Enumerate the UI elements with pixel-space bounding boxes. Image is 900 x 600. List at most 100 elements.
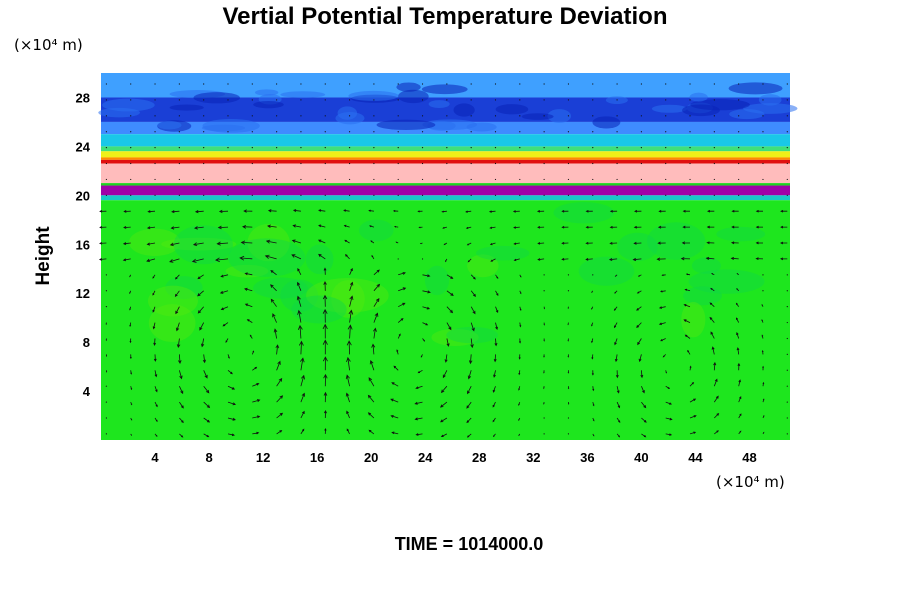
vector-dot-599 bbox=[567, 115, 570, 117]
wind-arrow-39 bbox=[346, 410, 350, 419]
wind-arrow-421 bbox=[465, 210, 472, 213]
wind-arrow-218 bbox=[470, 322, 475, 332]
wind-arrow-350 bbox=[146, 242, 156, 246]
wind-arrow-245 bbox=[422, 306, 431, 310]
vector-dot-506 bbox=[421, 162, 424, 165]
wind-arrow-415 bbox=[318, 209, 326, 212]
vector-dot-533 bbox=[373, 147, 375, 149]
wind-arrow-82 bbox=[689, 398, 697, 403]
wind-arrow-146 bbox=[129, 354, 132, 360]
vector-dot-588 bbox=[300, 115, 302, 117]
layer-band-12 bbox=[101, 200, 790, 440]
wind-arrow-314 bbox=[685, 273, 691, 276]
vector-dot-503 bbox=[348, 162, 351, 165]
wind-arrow-157 bbox=[396, 349, 399, 355]
wind-arrow-422 bbox=[488, 210, 496, 213]
vector-dot-621 bbox=[397, 99, 399, 101]
wind-arrow-393 bbox=[489, 226, 496, 229]
vector-dot-611 bbox=[154, 99, 156, 101]
vector-dot-634 bbox=[713, 99, 715, 101]
vector-dot-520 bbox=[762, 162, 764, 165]
vector-dot-545 bbox=[665, 147, 667, 149]
wind-arrow-428 bbox=[634, 209, 642, 213]
vector-dot-602 bbox=[640, 115, 642, 117]
x-tick-10: 44 bbox=[688, 450, 703, 465]
x-tick-7: 32 bbox=[526, 450, 540, 465]
vector-dot-636 bbox=[762, 99, 764, 101]
vector-dot-58 bbox=[105, 401, 108, 403]
vector-dot-516 bbox=[665, 162, 667, 165]
wind-arrow-248 bbox=[495, 306, 499, 313]
vector-dot-478 bbox=[446, 178, 448, 181]
vector-dot-663 bbox=[713, 83, 715, 85]
vector-dot-597 bbox=[519, 115, 521, 117]
wind-arrow-89 bbox=[154, 386, 158, 393]
wind-arrow-327 bbox=[291, 254, 302, 260]
wind-arrow-132 bbox=[493, 370, 496, 378]
wind-arrow-221 bbox=[543, 322, 545, 326]
vector-dot-659 bbox=[616, 83, 618, 85]
wind-arrow-69 bbox=[367, 394, 375, 403]
tropo-patch-18 bbox=[148, 304, 196, 343]
wind-arrow-44 bbox=[466, 417, 472, 424]
wind-arrow-335 bbox=[490, 258, 496, 262]
wind-arrow-375 bbox=[755, 241, 764, 245]
wind-arrow-213 bbox=[348, 309, 354, 323]
tropo-patch-14 bbox=[617, 232, 658, 262]
wind-arrow-304 bbox=[446, 274, 454, 279]
vector-dot-600 bbox=[592, 115, 594, 117]
vector-dot-629 bbox=[592, 99, 594, 101]
wind-arrow-275 bbox=[446, 290, 454, 297]
wind-arrow-148 bbox=[178, 354, 182, 364]
wind-arrow-102 bbox=[467, 386, 472, 395]
tropo-patch-26 bbox=[147, 285, 198, 317]
wind-arrow-326 bbox=[264, 254, 277, 260]
wind-arrow-281 bbox=[591, 290, 594, 294]
wind-arrow-237 bbox=[220, 306, 229, 311]
wind-arrow-188 bbox=[446, 338, 450, 347]
wind-arrow-150 bbox=[227, 354, 230, 359]
wind-arrow-270 bbox=[323, 281, 327, 291]
wind-arrow-420 bbox=[441, 210, 447, 213]
wind-arrow-379 bbox=[146, 226, 156, 230]
wind-arrow-389 bbox=[393, 225, 399, 228]
wind-arrow-184 bbox=[347, 324, 353, 339]
wind-arrow-363 bbox=[466, 242, 472, 246]
wind-arrow-278 bbox=[519, 290, 522, 295]
y-tick-labels: 4 8 12 16 20 24 28 bbox=[76, 90, 91, 399]
vector-dot-652 bbox=[446, 83, 448, 85]
wind-arrow-91 bbox=[203, 385, 210, 394]
strat-wave-2 bbox=[280, 91, 326, 98]
wind-arrow-367 bbox=[561, 241, 569, 245]
wind-arrow-236 bbox=[197, 306, 205, 314]
wind-arrow-117 bbox=[130, 370, 133, 375]
wind-arrow-12 bbox=[391, 431, 399, 435]
wind-arrow-195 bbox=[614, 338, 618, 346]
strat-wave-26 bbox=[201, 124, 246, 132]
wind-arrow-97 bbox=[345, 374, 350, 387]
vector-dot-564 bbox=[421, 131, 424, 133]
wind-arrow-297 bbox=[270, 269, 277, 276]
wind-arrow-302 bbox=[398, 272, 406, 276]
layer-band-5 bbox=[101, 151, 790, 158]
wind-arrow-61 bbox=[179, 401, 184, 409]
wind-arrow-114 bbox=[762, 381, 765, 387]
strat-wave-19 bbox=[743, 103, 798, 114]
wind-arrow-240 bbox=[296, 295, 302, 307]
vector-dot-499 bbox=[251, 162, 253, 165]
wind-arrow-336 bbox=[513, 258, 520, 262]
wind-arrow-287 bbox=[736, 288, 739, 292]
wind-arrow-134 bbox=[543, 370, 545, 374]
wind-arrow-131 bbox=[467, 370, 472, 380]
wind-arrow-432 bbox=[731, 209, 739, 213]
vector-dot-578 bbox=[762, 131, 764, 133]
wind-arrow-410 bbox=[194, 210, 204, 214]
wind-arrow-322 bbox=[169, 258, 180, 263]
vector-dot-665 bbox=[762, 83, 764, 85]
wind-arrow-405 bbox=[780, 225, 788, 229]
vector-dot-596 bbox=[494, 115, 497, 117]
wind-arrow-324 bbox=[215, 257, 229, 263]
wind-arrow-113 bbox=[738, 379, 741, 387]
tropo-patch-27 bbox=[681, 301, 706, 338]
tropo-patch-16 bbox=[467, 254, 499, 278]
